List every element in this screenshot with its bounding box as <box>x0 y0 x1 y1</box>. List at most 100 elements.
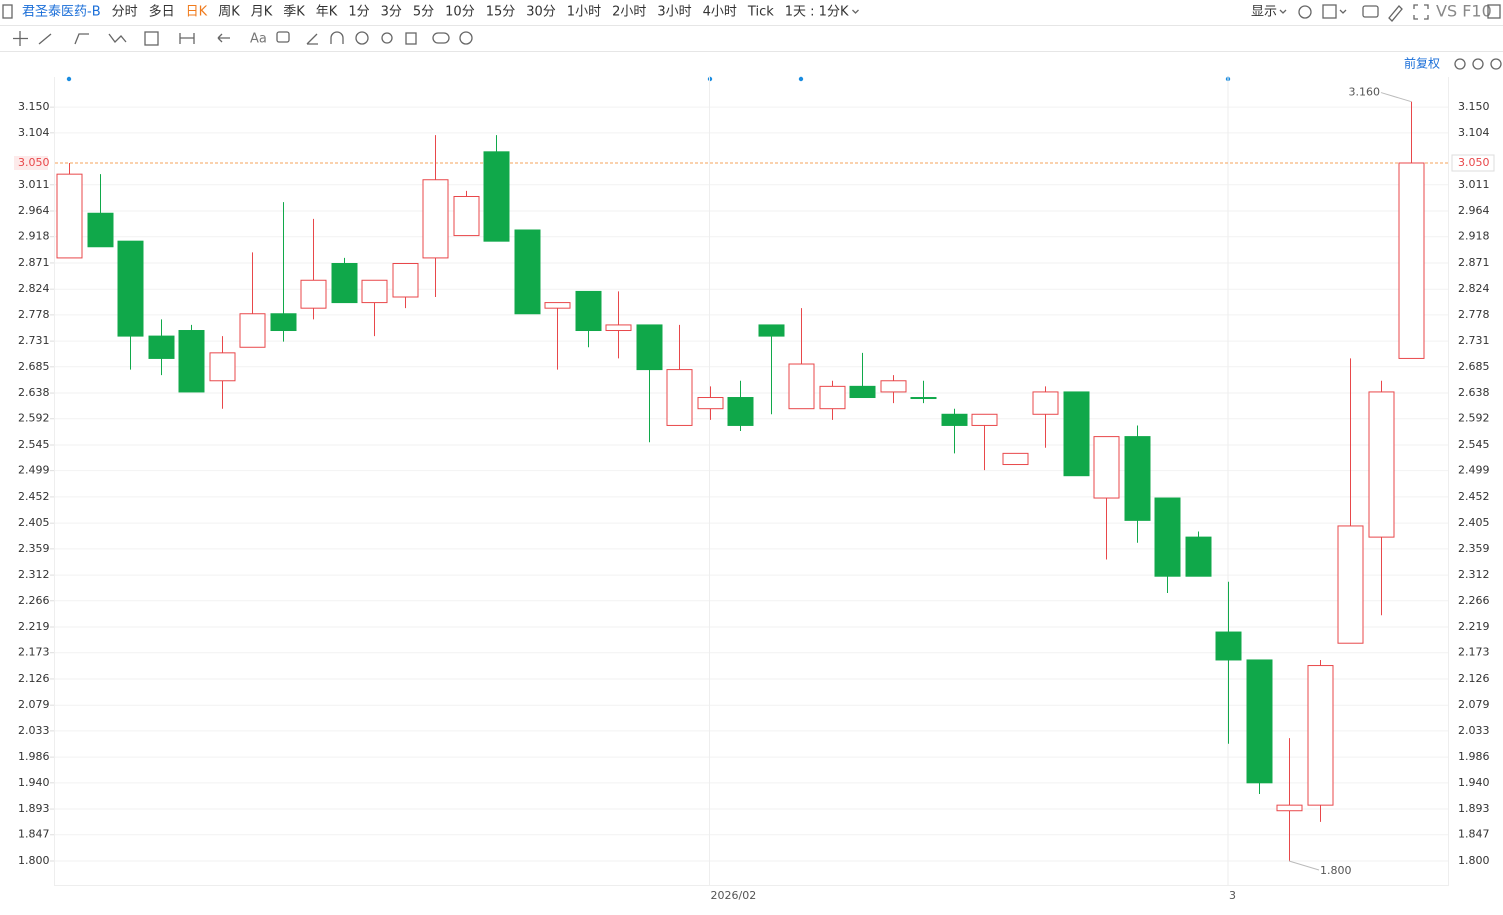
y-tick-label: 2.359 <box>18 542 50 555</box>
tool-settings[interactable] <box>459 31 473 45</box>
display-menu[interactable]: 显示 <box>1251 5 1277 20</box>
lock-tool[interactable] <box>355 31 369 45</box>
candle-body <box>666 369 693 426</box>
style-icon[interactable] <box>1322 4 1337 19</box>
period-tab[interactable]: 3小时 <box>657 5 691 20</box>
plot: 3.150 3.150 3.104 3.104 3.011 3.011 2.964 2.964… <box>14 77 1495 902</box>
y-tick-label: 2.079 <box>18 698 50 711</box>
y-tick-label-right: 3.011 <box>1458 178 1490 191</box>
y-tick-label-right: 1.847 <box>1458 828 1490 841</box>
period-tab[interactable]: 2小时 <box>612 5 646 20</box>
period-tab[interactable]: 1小时 <box>567 5 601 20</box>
y-tick-label-right: 2.219 <box>1458 620 1490 633</box>
compare-button[interactable]: VS F10 <box>1436 2 1492 21</box>
angle-tool[interactable] <box>306 33 318 45</box>
note-tool[interactable] <box>276 31 290 43</box>
period-tab[interactable]: Tick <box>747 5 774 20</box>
period-tab[interactable]: 15分 <box>486 5 516 20</box>
y-tick-label-right: 3.104 <box>1458 126 1490 139</box>
fib-tool[interactable] <box>144 31 159 46</box>
candle-body <box>1032 391 1059 415</box>
period-tab[interactable]: 1分 <box>348 5 369 20</box>
y-tick-label-right: 2.964 <box>1458 204 1490 217</box>
candle-body <box>1337 525 1364 644</box>
y-tick-label-right: 2.685 <box>1458 360 1490 373</box>
period-tab[interactable]: 月K <box>251 5 273 20</box>
y-tick-label: 2.871 <box>18 256 50 269</box>
candle-body <box>1215 631 1242 661</box>
candle-body <box>758 324 785 337</box>
candle-body <box>453 195 480 237</box>
y-tick-label: 2.173 <box>18 646 50 659</box>
y-tick-label: 1.847 <box>18 828 50 841</box>
y-tick-label: 1.893 <box>18 802 50 815</box>
candle-body <box>239 313 266 348</box>
y-tick-label: 3.011 <box>18 178 50 191</box>
candle-body <box>300 279 327 309</box>
period-tab[interactable]: 季K <box>283 5 305 20</box>
y-tick-label-right: 2.173 <box>1458 646 1490 659</box>
y-tick-label-right: 1.940 <box>1458 776 1490 789</box>
y-tick-label-right: 2.592 <box>1458 412 1490 425</box>
magnet-tool[interactable] <box>330 31 344 44</box>
candle-body <box>880 380 907 393</box>
panel-icon[interactable] <box>1487 4 1501 19</box>
period-tab[interactable]: 1天 : 1分K <box>785 5 849 20</box>
adjust-mode[interactable]: 前复权 <box>1404 56 1440 71</box>
period-tab[interactable]: 10分 <box>445 5 475 20</box>
y-tick-label: 2.219 <box>18 620 50 633</box>
visibility-tool[interactable] <box>381 32 393 44</box>
candle-body <box>636 324 663 371</box>
fullscreen-icon[interactable] <box>1413 4 1429 20</box>
measure-tool[interactable] <box>179 33 195 44</box>
channel-tool[interactable] <box>74 33 89 45</box>
candle-body <box>1398 162 1425 359</box>
text-tool[interactable]: Aa <box>250 32 267 47</box>
candle-body <box>514 229 541 315</box>
y-tick-label-right: 1.800 <box>1458 854 1490 867</box>
layout-icon[interactable] <box>2 4 13 19</box>
period-tab[interactable]: 年K <box>316 5 338 20</box>
y-tick-label-right: 2.545 <box>1458 438 1490 451</box>
y-tick-label: 1.986 <box>18 750 50 763</box>
period-tab[interactable]: 日K <box>186 5 208 20</box>
candle-body <box>605 324 632 332</box>
candle-body <box>1368 391 1395 538</box>
camera-icon[interactable] <box>1362 5 1379 18</box>
pen-icon[interactable] <box>1388 5 1403 22</box>
period-tab[interactable]: 30分 <box>526 5 556 20</box>
event-marker[interactable] <box>798 76 804 82</box>
line-tool[interactable] <box>38 33 52 45</box>
period-tab[interactable]: 3分 <box>381 5 402 20</box>
y-tick-label: 2.824 <box>18 282 50 295</box>
y-tick-label-right: 2.312 <box>1458 568 1490 581</box>
settings-icon[interactable] <box>1298 5 1312 19</box>
candle-body <box>270 313 297 332</box>
y-tick-label: 2.033 <box>18 724 50 737</box>
link-tool[interactable] <box>432 32 450 44</box>
stock-name[interactable]: 君圣泰医药-B <box>22 5 101 20</box>
y-tick-label: 2.778 <box>18 308 50 321</box>
period-tab[interactable]: 分时 <box>112 5 138 20</box>
event-marker[interactable] <box>66 76 72 82</box>
candle-body <box>178 330 205 393</box>
x-tick-label: 3 <box>1229 889 1236 902</box>
delete-tool[interactable] <box>405 32 417 45</box>
period-tab[interactable]: 4小时 <box>703 5 737 20</box>
period-tab[interactable]: 5分 <box>413 5 434 20</box>
wave-tool[interactable] <box>108 33 127 43</box>
reset-icon[interactable] <box>1454 58 1466 70</box>
move-tool[interactable] <box>13 31 28 46</box>
y-tick-label: 2.592 <box>18 412 50 425</box>
period-tab[interactable]: 周K <box>218 5 240 20</box>
zoom-out-icon[interactable] <box>1472 58 1484 70</box>
period-tab[interactable]: 多日 <box>149 4 175 20</box>
arrow-tool[interactable] <box>217 33 230 43</box>
candle-body <box>1093 436 1120 499</box>
candle-body <box>1246 659 1273 784</box>
y-tick-label-right: 1.893 <box>1458 802 1490 815</box>
zoom-in-icon[interactable] <box>1490 58 1502 70</box>
dropdown-arrow <box>1279 9 1287 14</box>
